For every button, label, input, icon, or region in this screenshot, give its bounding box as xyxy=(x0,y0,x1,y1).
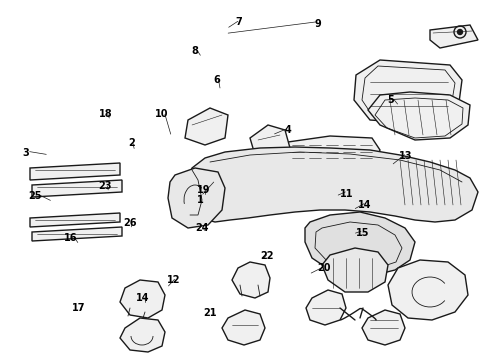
Text: 8: 8 xyxy=(192,46,198,56)
Text: 18: 18 xyxy=(98,109,112,120)
Text: 5: 5 xyxy=(388,95,394,105)
Polygon shape xyxy=(185,147,478,222)
Text: 16: 16 xyxy=(64,233,78,243)
Text: 1: 1 xyxy=(196,195,203,205)
Polygon shape xyxy=(280,136,380,165)
Text: 26: 26 xyxy=(123,218,137,228)
Polygon shape xyxy=(32,227,122,241)
Polygon shape xyxy=(32,180,122,197)
Text: 10: 10 xyxy=(155,109,169,120)
Polygon shape xyxy=(120,280,165,318)
Polygon shape xyxy=(306,290,346,325)
Text: 12: 12 xyxy=(167,275,181,285)
Text: 2: 2 xyxy=(128,138,135,148)
Text: 4: 4 xyxy=(285,125,292,135)
Text: 6: 6 xyxy=(213,75,220,85)
Text: 23: 23 xyxy=(98,181,112,192)
Polygon shape xyxy=(30,213,120,227)
Text: 3: 3 xyxy=(22,148,29,158)
Polygon shape xyxy=(30,163,120,180)
Polygon shape xyxy=(362,310,405,345)
Text: 14: 14 xyxy=(358,200,372,210)
Polygon shape xyxy=(354,60,462,125)
Polygon shape xyxy=(305,212,415,275)
Text: 15: 15 xyxy=(356,228,369,238)
Polygon shape xyxy=(185,108,228,145)
Text: 9: 9 xyxy=(314,19,321,30)
Polygon shape xyxy=(222,310,265,345)
Text: 25: 25 xyxy=(28,191,42,201)
Text: 22: 22 xyxy=(260,251,274,261)
Text: 17: 17 xyxy=(72,303,85,313)
Text: 19: 19 xyxy=(196,185,210,195)
Circle shape xyxy=(458,30,463,35)
Text: 24: 24 xyxy=(195,222,209,233)
Polygon shape xyxy=(232,262,270,298)
Polygon shape xyxy=(168,168,225,228)
Polygon shape xyxy=(120,318,165,352)
Text: 11: 11 xyxy=(340,189,354,199)
Text: 14: 14 xyxy=(136,293,150,303)
Polygon shape xyxy=(368,92,470,140)
Text: 7: 7 xyxy=(236,17,243,27)
Polygon shape xyxy=(388,260,468,320)
Text: 20: 20 xyxy=(318,263,331,273)
Polygon shape xyxy=(322,248,388,292)
Polygon shape xyxy=(430,25,478,48)
Text: 21: 21 xyxy=(203,308,217,318)
Polygon shape xyxy=(250,125,290,160)
Text: 13: 13 xyxy=(399,150,413,161)
